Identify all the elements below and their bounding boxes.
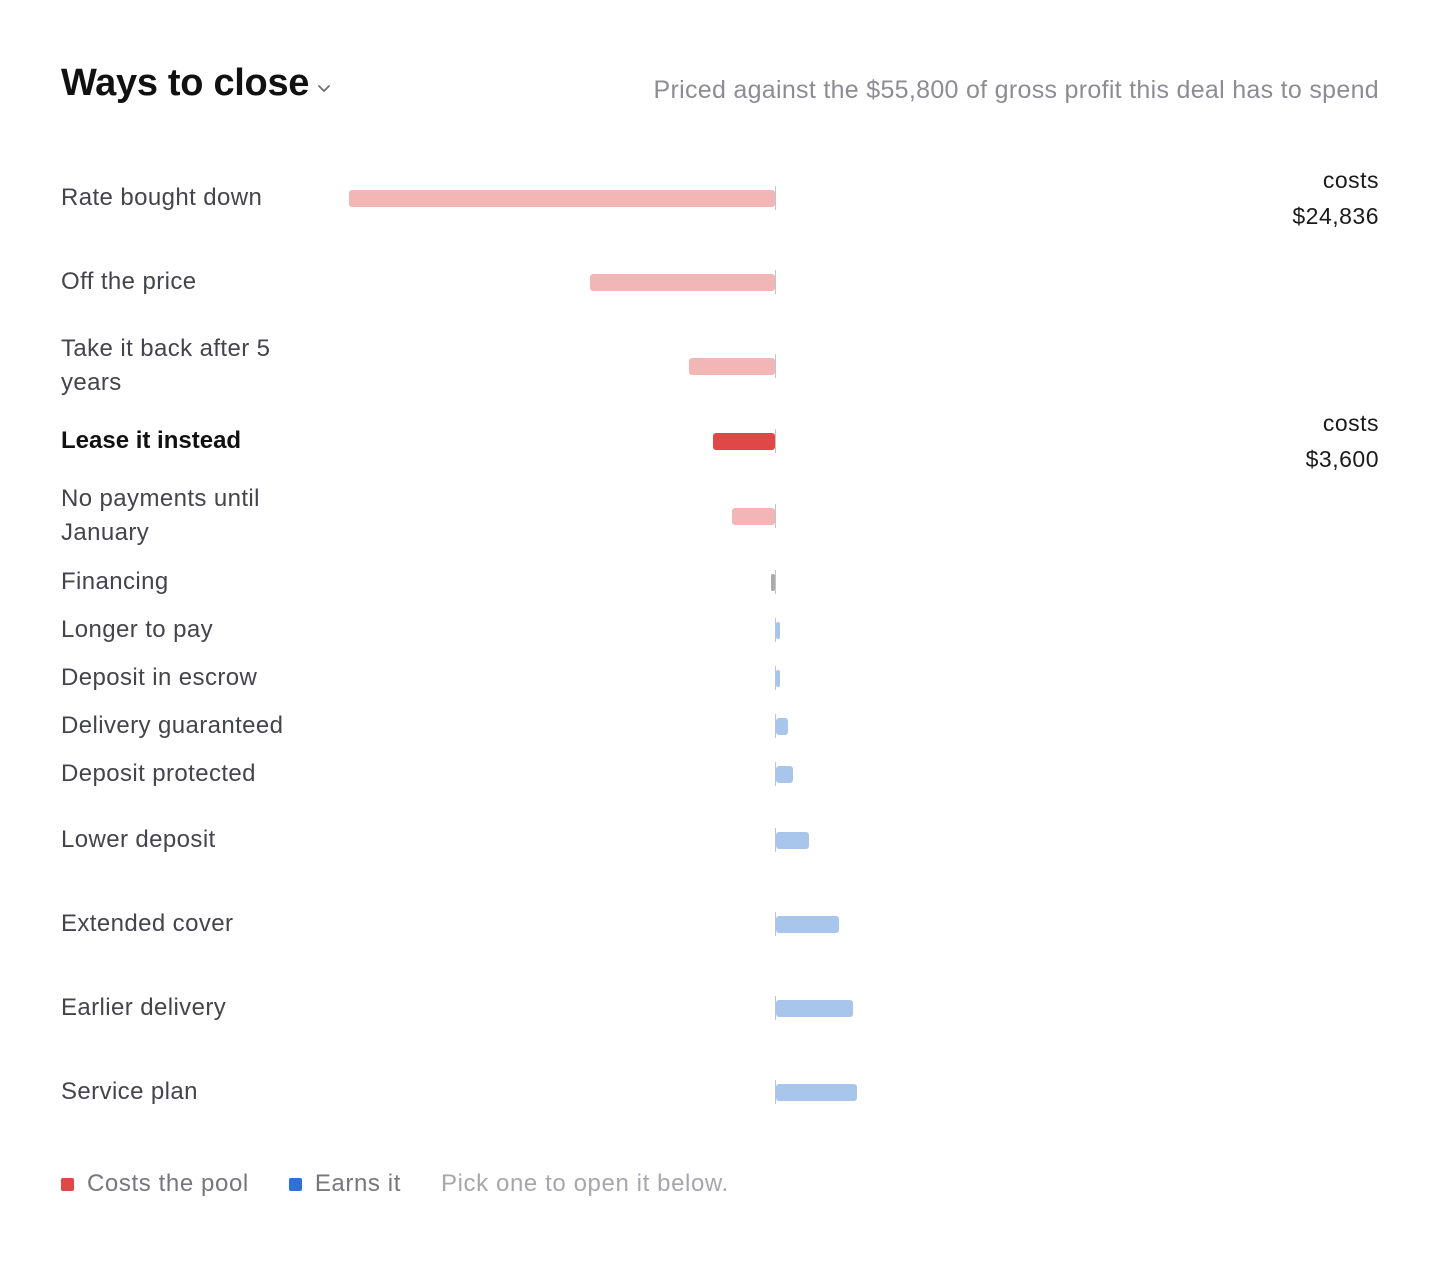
option-row[interactable]: Extended cover (0, 882, 1440, 966)
value-bar (771, 573, 775, 591)
zero-axis-segment (775, 912, 776, 936)
page-title: Ways to close (61, 62, 310, 104)
option-label: Extended cover (61, 910, 234, 937)
chevron-down-icon (318, 84, 331, 92)
value-bar (689, 357, 775, 375)
chart-legend: Costs the pool Earns it Pick one to open… (61, 1168, 729, 1200)
zero-axis-segment (775, 618, 776, 642)
card-header: Ways to close Priced against the $55,800… (61, 62, 1379, 118)
zero-axis-segment (775, 570, 776, 594)
option-label: Deposit protected (61, 760, 256, 787)
option-row[interactable]: Service plan (0, 1050, 1440, 1134)
value-bar (776, 669, 781, 687)
option-label: No payments until January (61, 485, 260, 546)
legend-hint: Pick one to open it below. (441, 1170, 729, 1197)
zero-axis-segment (775, 186, 776, 210)
option-label: Financing (61, 568, 169, 595)
option-row[interactable]: Earlier delivery (0, 966, 1440, 1050)
value-bar (349, 189, 775, 207)
value-bar (732, 507, 775, 525)
legend-swatch-cost (61, 1177, 74, 1191)
legend-swatch-earn (288, 1177, 302, 1191)
option-row[interactable]: Financing (0, 558, 1440, 606)
value-bar (589, 273, 775, 291)
option-label: Take it back after 5 years (61, 335, 271, 396)
cost-note-label: costs (1322, 167, 1379, 193)
legend-label-cost: Costs the pool (87, 1170, 249, 1197)
option-row[interactable]: Deposit in escrow (0, 654, 1440, 702)
zero-axis-segment (775, 429, 776, 453)
zero-axis-segment (775, 270, 776, 294)
cost-note-amount: $24,836 (1292, 203, 1379, 229)
option-row[interactable]: Deposit protected (0, 750, 1440, 798)
option-label: Deposit in escrow (61, 664, 258, 691)
option-label: Earlier delivery (61, 994, 227, 1021)
cost-note-label: costs (1322, 410, 1379, 436)
value-bar (713, 432, 775, 450)
option-row[interactable]: Lower deposit (0, 798, 1440, 882)
legend-label-earn: Earns it (314, 1170, 401, 1197)
zero-axis-segment (775, 354, 776, 378)
zero-axis-segment (775, 714, 776, 738)
page-subtitle: Priced against the $55,800 of gross prof… (653, 76, 1379, 104)
zero-axis-segment (775, 666, 776, 690)
option-row[interactable]: Delivery guaranteed (0, 702, 1440, 750)
value-bar (776, 831, 809, 849)
value-bar (776, 999, 854, 1017)
title-dropdown[interactable]: Ways to close (61, 62, 333, 105)
zero-axis-segment (775, 1080, 776, 1104)
value-bar (776, 915, 840, 933)
value-bar (776, 765, 794, 783)
zero-axis-segment (775, 762, 776, 786)
value-bar (776, 717, 788, 735)
cost-note-amount: $3,600 (1305, 446, 1379, 472)
value-bar (776, 621, 781, 639)
option-row[interactable]: Off the price (0, 240, 1440, 324)
value-bar (776, 1083, 858, 1101)
option-row[interactable]: Rate bought down costs $24,836 (0, 156, 1440, 240)
option-row[interactable]: Longer to pay (0, 606, 1440, 654)
zero-axis-segment (775, 504, 776, 528)
cost-note: costs $3,600 (1306, 405, 1379, 477)
option-label: Delivery guaranteed (61, 712, 284, 739)
zero-axis-segment (775, 996, 776, 1020)
option-row[interactable]: Lease it instead costs $3,600 (0, 408, 1440, 474)
zero-axis-segment (775, 828, 776, 852)
legend-item-cost: Costs the pool (61, 1170, 249, 1198)
option-label: Lower deposit (61, 826, 216, 853)
legend-item-earn: Earns it (288, 1170, 401, 1198)
option-label: Longer to pay (61, 616, 213, 643)
option-label: Rate bought down (61, 184, 263, 211)
cost-note: costs $24,836 (1292, 162, 1379, 234)
option-label: Service plan (61, 1078, 198, 1105)
option-row[interactable]: Take it back after 5 years (0, 324, 1440, 408)
option-label: Off the price (61, 268, 197, 295)
option-row[interactable]: No payments until January (0, 474, 1440, 558)
option-label: Lease it instead (61, 427, 242, 454)
